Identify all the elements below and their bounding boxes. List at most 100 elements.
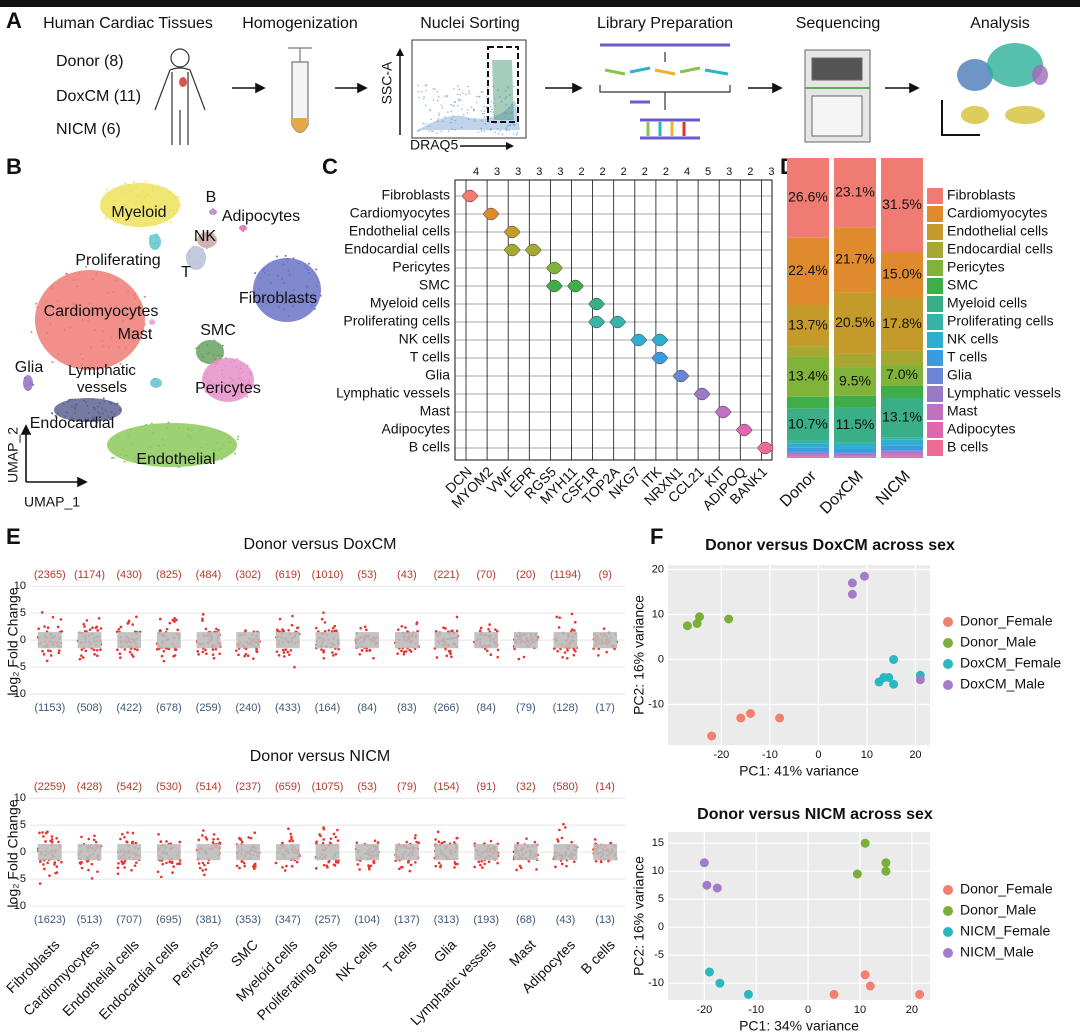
facs-dot [493,114,495,116]
x-tick-label: 10 [861,749,873,761]
legend-label: Donor_Female [960,613,1053,629]
gene-dot [335,629,338,633]
gene-dot [240,840,244,844]
violin [651,351,669,365]
gene-dot [372,860,375,864]
umap-cluster [253,258,321,322]
umap-dot [203,356,206,359]
gene-dot [165,840,168,843]
gene-dot [120,832,124,836]
umap-dot [72,278,75,281]
violin [693,387,711,401]
gene-dot [42,653,46,656]
umap-dot [263,272,266,275]
point [865,981,875,991]
gene-dot [84,649,88,653]
bar-segment [787,451,829,453]
umap-dot [178,426,181,429]
null-band [355,844,380,861]
null-band [156,632,181,649]
null-band [593,844,618,861]
umap-dot [206,230,209,233]
umap-dot [110,401,113,404]
umap-dot [135,201,138,204]
umap-dot [125,454,128,457]
umap-dot [108,444,111,447]
gene-dot [43,867,46,871]
facs-dot [419,129,421,131]
umap-dot [150,422,153,425]
gene-dot [281,648,285,652]
gene-dot [489,653,493,656]
gene-dot [328,841,332,845]
umap-dot [219,388,222,391]
analysis-icon [941,43,1048,136]
gene-dot [405,840,409,844]
facs-dot [496,128,499,130]
gene-dot [442,626,445,629]
gene-dot [406,861,410,864]
gene-dot [398,867,401,871]
umap-dot [74,412,77,415]
umap-dot [236,438,239,441]
gene-dot [478,629,482,633]
gene-dot [206,861,210,865]
umap-dot [161,200,164,203]
umap-dot [124,182,127,185]
umap-label: Glia [15,359,44,376]
null-band [434,632,459,649]
umap-label: T [181,264,191,281]
umap-dot [107,291,110,294]
down-count: (259) [196,702,222,714]
facs-dot [483,110,486,112]
umap-cluster [186,246,206,270]
umap-dot [280,290,283,293]
umap-dot [192,245,195,248]
y-tick-label: -5 [16,661,26,673]
legend-label: NICM_Male [960,944,1034,960]
umap-dot [149,202,152,205]
legend-swatch [927,206,943,222]
facs-dot [503,115,506,118]
bar-segment [834,453,876,456]
legend-marker [943,659,953,669]
gene-dot [329,837,333,840]
step-title: Library Preparation [597,15,733,32]
umap-dot [287,314,290,317]
umap-dot [197,346,200,349]
step-title: Nuclei Sorting [420,15,520,32]
umap-dot [261,304,264,307]
gene-dot [215,627,218,631]
facs-dot [452,115,454,117]
umap-dot [108,400,111,403]
gene-dot [92,838,96,842]
gene-dot [128,650,132,654]
row-label: T cells [410,349,450,365]
umap-dot [95,421,98,424]
umap-dot [282,282,285,285]
facs-dot [492,85,494,88]
gene-dot [496,655,500,659]
x-tick-label: -20 [696,1004,712,1016]
bar-segment [834,353,876,368]
gene-dot [408,648,412,652]
facs-dot [475,101,478,104]
gene-dot [282,655,286,658]
umap-dot [148,237,151,240]
gene-dot [172,655,175,658]
facs-dot [485,107,488,110]
umap-dot [98,402,101,405]
umap-dot [134,460,137,463]
value-label: 13.7% [788,316,828,332]
umap-dot [130,189,133,192]
umap-dot [221,344,224,347]
umap-cluster [23,375,33,391]
row-label: Glia [425,367,450,383]
scale-max: 2 [621,166,627,178]
umap-dot [67,400,70,403]
facs-dot [430,130,433,132]
gene-dot [487,627,490,631]
y-axis-label: log₂ Fold Change [5,587,21,695]
gene-dot [131,655,135,658]
bar-segment [881,451,923,454]
